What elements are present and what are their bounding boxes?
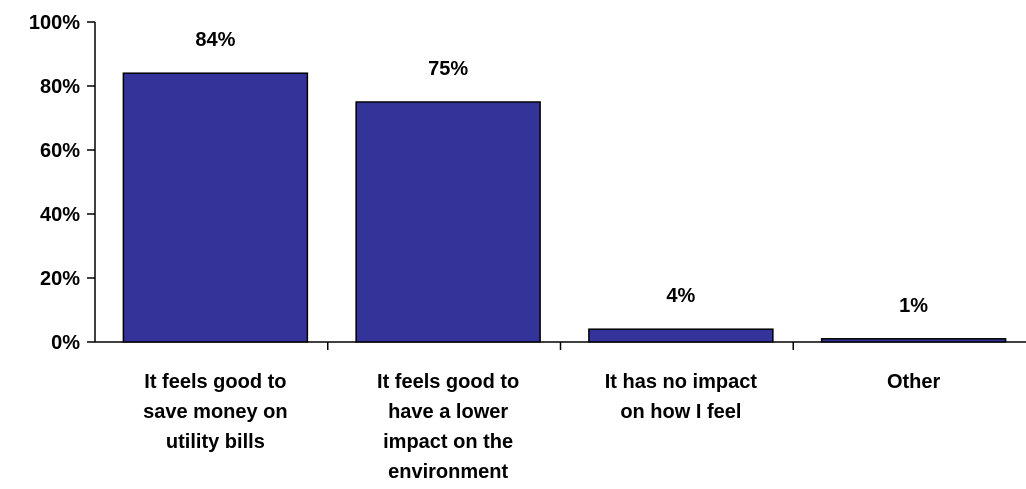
category-label-line: utility bills [166, 431, 265, 453]
bar [588, 328, 774, 343]
data-label: 1% [899, 295, 928, 317]
bar [122, 72, 309, 343]
bar [355, 101, 541, 343]
category-label: It feels good to have a lower impact on th… [377, 371, 519, 483]
y-tick-label: 80% [40, 76, 80, 98]
y-axis: 0% 20% 40% 60% 80% 100% [29, 12, 96, 354]
category-label-line: environment [388, 461, 508, 483]
category-label-line: impact on the [383, 431, 513, 453]
data-labels: 84% 75% 4% 1% [195, 29, 928, 317]
bar [820, 338, 1007, 343]
data-label: 84% [195, 29, 235, 51]
category-label-line: have a lower [388, 401, 508, 423]
category-label-line: It feels good to [144, 371, 286, 393]
category-label: It feels good to save money on utility bil… [143, 371, 288, 453]
bars [122, 72, 1007, 343]
category-label-line: save money on [143, 401, 288, 423]
category-label: Other [887, 371, 941, 393]
data-label: 75% [428, 58, 468, 80]
y-tick-label: 40% [40, 204, 80, 226]
y-tick-label: 60% [40, 140, 80, 162]
category-labels: It feels good to save money on utility bil… [143, 371, 940, 483]
data-label: 4% [666, 285, 695, 307]
category-label-line: It has no impact [605, 371, 758, 393]
category-label-line: on how I feel [620, 401, 741, 423]
y-tick-label: 100% [29, 12, 80, 34]
x-axis [95, 341, 1026, 350]
y-tick-label: 0% [51, 332, 80, 354]
y-tick-label: 20% [40, 268, 80, 290]
category-label: It has no impact on how I feel [605, 371, 758, 423]
category-label-line: Other [887, 371, 941, 393]
category-label-line: It feels good to [377, 371, 519, 393]
